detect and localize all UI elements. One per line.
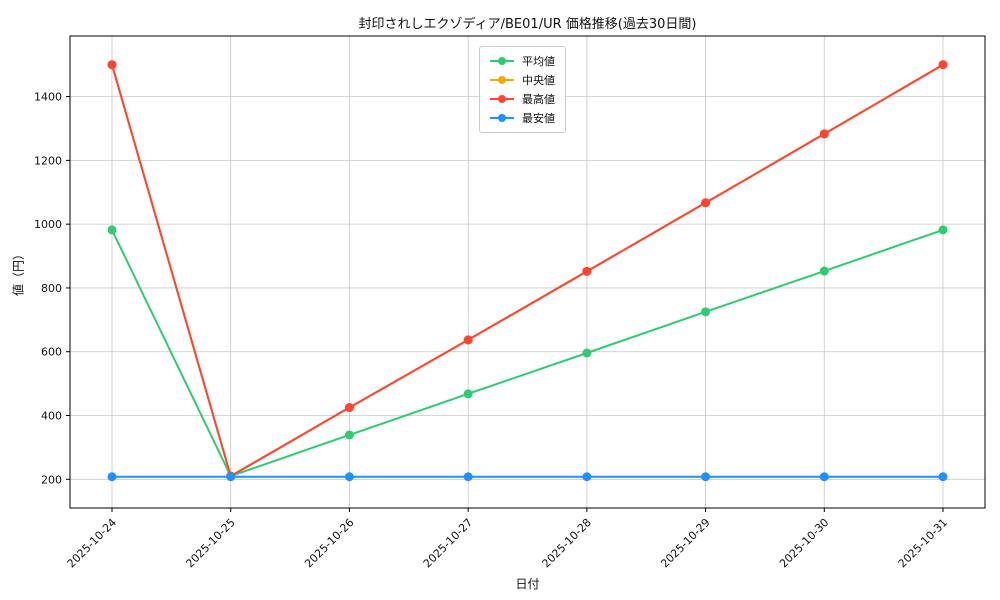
data-point — [701, 198, 711, 208]
x-tick-label: 2025-10-26 — [302, 516, 356, 570]
legend-item: 平均値 — [488, 53, 555, 69]
legend-marker-icon — [490, 57, 514, 65]
x-axis-label: 日付 — [515, 577, 540, 591]
data-point — [582, 472, 592, 482]
legend-marker-icon — [490, 95, 514, 103]
data-point — [344, 430, 354, 440]
data-point — [819, 472, 829, 482]
x-tick-label: 2025-10-25 — [183, 516, 237, 570]
axes-border — [69, 35, 986, 509]
x-tick-label: 2025-10-24 — [65, 516, 119, 570]
x-tick-label: 2025-10-30 — [777, 516, 831, 570]
x-tick-label: 2025-10-29 — [658, 516, 712, 570]
y-axis-label: 値（円） — [11, 247, 26, 297]
data-point — [582, 348, 592, 358]
data-point — [463, 472, 473, 482]
y-tick-label: 1000 — [34, 218, 62, 231]
data-point — [582, 266, 592, 276]
y-tick-label: 800 — [41, 282, 62, 295]
data-point — [463, 335, 473, 345]
data-point — [701, 472, 711, 482]
legend-item: 最高値 — [488, 91, 555, 107]
data-point — [701, 307, 711, 317]
data-point — [819, 266, 829, 276]
y-tick-label: 1400 — [34, 91, 62, 104]
series-line — [111, 228, 944, 478]
data-point — [938, 472, 948, 482]
data-point — [107, 60, 117, 70]
legend-label: 平均値 — [522, 55, 555, 68]
x-tick-label: 2025-10-31 — [896, 516, 950, 570]
legend-label: 最高値 — [522, 93, 555, 106]
data-point — [107, 472, 117, 482]
data-point — [226, 472, 236, 482]
data-point — [463, 389, 473, 399]
legend-label: 中央値 — [522, 74, 555, 87]
data-point — [344, 403, 354, 413]
data-point — [938, 60, 948, 70]
legend-item: 最安値 — [488, 110, 555, 126]
chart-title: 封印されしエクゾディア/BE01/UR 価格推移(過去30日間) — [358, 17, 697, 32]
legend-label: 最安値 — [522, 112, 555, 125]
data-point — [107, 225, 117, 235]
legend-marker-icon — [490, 76, 514, 84]
y-tick-label: 200 — [41, 473, 62, 486]
data-point — [938, 225, 948, 235]
x-tick-label: 2025-10-27 — [421, 516, 475, 570]
x-tick-label: 2025-10-28 — [540, 516, 594, 570]
legend-item: 中央値 — [488, 72, 555, 88]
y-tick-label: 1200 — [34, 154, 62, 167]
legend: 平均値中央値最高値最安値 — [479, 46, 566, 133]
data-point — [819, 129, 829, 139]
y-tick-label: 400 — [41, 410, 62, 423]
legend-marker-icon — [490, 114, 514, 122]
y-tick-label: 600 — [41, 346, 62, 359]
series-line — [111, 63, 944, 478]
data-point — [344, 472, 354, 482]
